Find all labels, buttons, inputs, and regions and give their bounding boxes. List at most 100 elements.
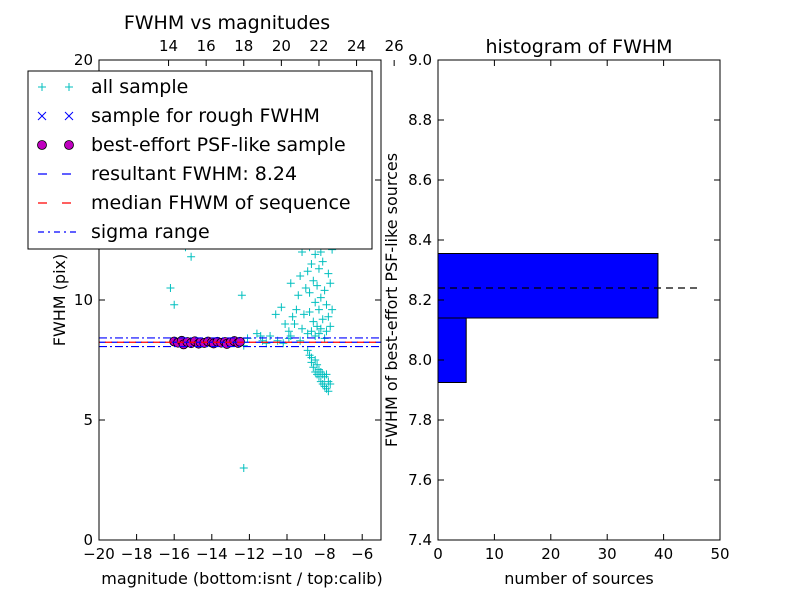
all-sample-point (309, 276, 318, 285)
all-sample-point (298, 324, 307, 333)
all-sample-point (303, 346, 312, 355)
scatter-x-tick-label: −10 (271, 545, 303, 563)
scatter-ticks-layer: −20−18−16−14−12−10−8−6051015201416182022… (74, 37, 404, 563)
all-sample-point (288, 312, 297, 321)
all-sample-point (318, 257, 327, 266)
legend-marker-plus (38, 83, 46, 91)
all-sample-point (299, 310, 308, 319)
all-sample-point (286, 279, 295, 288)
histogram-title: histogram of FWHM (485, 36, 672, 58)
legend-box (27, 70, 373, 250)
all-sample-point (326, 279, 335, 288)
histogram-y-tick-label: 8.6 (408, 171, 432, 189)
all-sample-point (239, 464, 248, 472)
scatter-data-layer (166, 195, 338, 472)
all-sample-point (262, 339, 271, 348)
all-sample-point (266, 332, 275, 340)
reference-lines-layer (99, 337, 381, 348)
scatter-title: FWHM vs magnitudes (124, 12, 330, 34)
all-sample-point (307, 260, 316, 268)
all-sample-point (328, 305, 337, 314)
scatter-x-tick-label: −20 (83, 545, 115, 563)
all-sample-point (313, 360, 322, 369)
scatter-y-tick-label: 5 (83, 411, 93, 429)
histogram-x-tick-label: 0 (433, 545, 443, 563)
scatter-x-tick-label: −18 (121, 545, 153, 563)
histogram-y-tick-label: 7.4 (408, 531, 432, 549)
scatter-panel: −20−18−16−14−12−10−8−6051015201416182022… (27, 12, 404, 588)
histogram-x-tick-label: 10 (485, 545, 504, 563)
legend-label-rough-fwhm: sample for rough FWHM (91, 105, 320, 127)
histogram-bars-layer (437, 253, 659, 383)
all-sample-point (326, 380, 335, 388)
all-sample-point (281, 320, 290, 328)
scatter-top-x-tick-label: 24 (347, 37, 366, 55)
legend-marker-circle (37, 140, 47, 150)
all-sample-point (303, 267, 312, 276)
all-sample-point (166, 284, 175, 292)
histogram-x-tick-label: 20 (541, 545, 560, 563)
scatter-legend: all sample sample for rough FWHM best-ef… (27, 70, 373, 250)
all-sample-point (277, 303, 286, 312)
histogram-y-tick-label: 7.6 (408, 471, 432, 489)
histogram-y-tick-label: 7.8 (408, 411, 432, 429)
scatter-x-axis-label: magnitude (bottom:isnt / top:calib) (101, 569, 382, 588)
legend-label-resultant: resultant FWHM: 8.24 (91, 163, 297, 185)
scatter-y-axis-label: FWHM (pix) (50, 254, 69, 347)
all-sample-point (292, 305, 301, 314)
all-sample-point (322, 327, 331, 336)
all-sample-point (316, 324, 325, 333)
all-sample-point (170, 300, 179, 309)
histogram-x-tick-label: 40 (654, 545, 673, 563)
scatter-top-x-tick-label: 22 (309, 37, 328, 55)
all-sample-point (307, 327, 316, 336)
legend-markers (37, 83, 76, 233)
all-sample-point (309, 317, 318, 326)
all-sample-point (286, 332, 295, 340)
all-sample-point (271, 310, 280, 319)
legend-label-all-sample: all sample (91, 76, 188, 98)
all-sample-point (322, 370, 331, 379)
scatter-x-tick-label: −8 (314, 545, 336, 563)
legend-marker-circle (64, 140, 74, 150)
all-sample-point (296, 336, 305, 345)
scatter-top-x-tick-label: 26 (385, 37, 404, 55)
all-sample-point (316, 293, 325, 302)
scatter-y-tick-label: 10 (74, 291, 93, 309)
all-sample-point (324, 312, 333, 321)
all-sample-point (314, 329, 323, 338)
histogram-y-axis-label: FWHM of best-effort PSF-like sources (382, 153, 401, 447)
histogram-x-axis-label: number of sources (504, 569, 654, 588)
scatter-x-tick-label: −12 (234, 545, 266, 563)
scatter-y-tick-label: 0 (83, 531, 93, 549)
histogram-y-tick-label: 8.0 (408, 351, 432, 369)
scatter-y-tick-label: 20 (74, 51, 93, 69)
scatter-x-tick-label: −6 (351, 545, 373, 563)
all-sample-point (320, 286, 329, 295)
legend-label-median: median FHWM of sequence (91, 192, 351, 214)
legend-marker-plus (65, 83, 73, 91)
histogram-y-tick-label: 9.0 (408, 51, 432, 69)
legend-label-psf-like: best-effort PSF-like sample (91, 134, 346, 156)
all-sample-point (305, 308, 314, 316)
scatter-x-tick-label: −14 (196, 545, 228, 563)
histogram-panel: 0 10 20 30 40 50 7.4 7.6 7.8 8.0 8.2 8.4 8.6 8.8 9.0 h… (382, 36, 730, 588)
scatter-top-x-tick-label: 18 (234, 37, 253, 55)
all-sample-point (279, 339, 288, 348)
histogram-y-tick-label: 8.8 (408, 111, 432, 129)
histogram-y-tick-label: 8.2 (408, 291, 432, 309)
histogram-ticks-layer: 0 10 20 30 40 50 7.4 7.6 7.8 8.0 8.2 8.4 8.6 8.8 9.0 (408, 51, 729, 563)
all-sample-point (326, 322, 335, 331)
histogram-bar (437, 253, 659, 319)
all-sample-point (322, 300, 331, 309)
all-sample-point (237, 291, 246, 300)
all-sample-point (324, 269, 333, 278)
histogram-x-tick-label: 50 (710, 545, 729, 563)
all-sample-point (324, 387, 333, 396)
all-sample-point (305, 288, 314, 297)
all-sample-point (311, 356, 320, 364)
all-sample-point (296, 272, 305, 280)
legend-marker-x (64, 111, 74, 121)
legend-label-sigma: sigma range (91, 221, 210, 243)
